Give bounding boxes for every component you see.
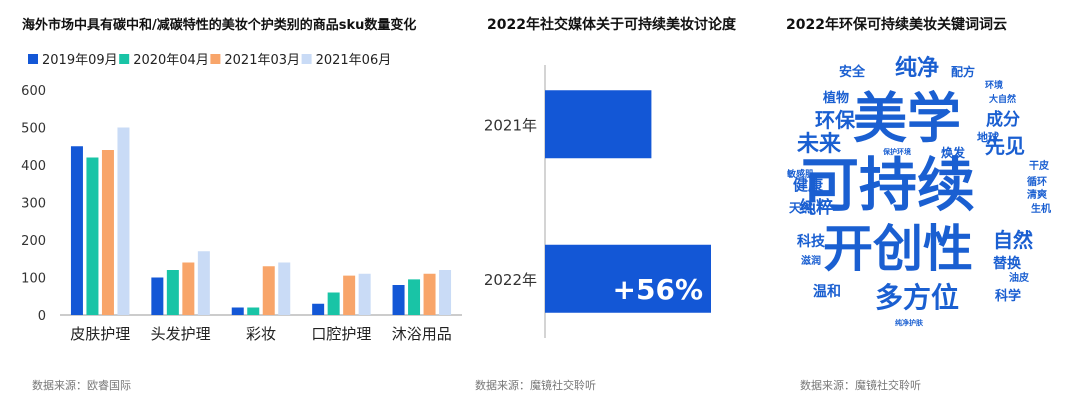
wordcloud-word: 焕发 xyxy=(941,146,966,160)
chart2-title: 2022年社交媒体关于可持续美妆讨论度 xyxy=(487,17,736,33)
wordcloud-word: 保护环境 xyxy=(883,148,911,156)
wordcloud-word: 滋润 xyxy=(801,256,821,267)
wordcloud-word: 生机 xyxy=(1031,204,1051,215)
wordcloud-word: 安全 xyxy=(839,65,866,80)
wordcloud-source: 数据来源：魔镜社交聆听 xyxy=(800,379,921,392)
discussion-horizontal-bar-chart: 2021年 2022年 +56% xyxy=(484,65,711,338)
bar xyxy=(392,285,405,315)
wordcloud-word: 纯粹 xyxy=(799,198,833,218)
bar xyxy=(247,307,260,315)
legend-label: 2021年06月 xyxy=(316,53,392,68)
y-tick-label: 200 xyxy=(21,234,46,249)
wordcloud-word: 科技 xyxy=(797,234,825,250)
y-tick-label: 500 xyxy=(21,122,46,137)
y-tick-label: 600 xyxy=(21,84,46,99)
bar xyxy=(439,270,452,315)
bar xyxy=(343,275,356,315)
y-tick-label: 0 xyxy=(38,309,46,324)
bar xyxy=(182,262,195,315)
wordcloud-word: 纯净护肤 xyxy=(895,319,923,327)
wordcloud-word: 清爽 xyxy=(1027,190,1047,201)
x-tick-label: 口腔护理 xyxy=(311,325,371,343)
wordcloud-word: 未来 xyxy=(797,132,842,157)
bar xyxy=(70,146,83,315)
wordcloud-word: 美学 xyxy=(853,87,961,150)
wordcloud-word: 环保 xyxy=(815,108,855,132)
legend-swatch xyxy=(119,54,130,64)
x-tick-label: 头发护理 xyxy=(151,325,211,343)
wordcloud-word: 敏感肌 xyxy=(787,170,815,180)
sku-grouped-bar-chart: 2019年09月 2020年04月 2021年03月 2021年06月 0 100 200 3… xyxy=(21,53,462,343)
wordcloud-word: 可持续 xyxy=(801,151,976,219)
legend-label: 2020年04月 xyxy=(133,53,209,68)
wordcloud-word: 多方位 xyxy=(875,281,960,314)
wordcloud-word: 替换 xyxy=(993,256,1021,272)
wordcloud-word: 地球 xyxy=(977,131,999,144)
bar xyxy=(423,273,436,315)
wordcloud-word: 开创性 xyxy=(823,220,973,278)
bar xyxy=(545,244,711,313)
x-tick-label: 彩妆 xyxy=(246,325,276,343)
bar xyxy=(278,262,291,315)
bar xyxy=(117,127,130,315)
growth-annotation: +56% xyxy=(613,273,703,306)
legend-label: 2019年09月 xyxy=(42,53,118,68)
wordcloud-word: 循环 xyxy=(1027,177,1047,188)
bar xyxy=(312,303,325,315)
bar xyxy=(101,150,114,315)
bar xyxy=(231,307,244,315)
bar xyxy=(151,277,164,315)
y-tick-label: 300 xyxy=(21,197,46,212)
y-tick-label: 2021年 xyxy=(484,116,537,134)
wordcloud-word: 天然 xyxy=(789,201,814,215)
y-tick-label: 2022年 xyxy=(484,271,537,289)
bar xyxy=(197,251,210,315)
legend-swatch xyxy=(210,54,221,64)
chart1-source: 数据来源：欧睿国际 xyxy=(32,379,131,392)
wordcloud-word: 油皮 xyxy=(1009,273,1029,284)
legend-swatch xyxy=(301,54,312,64)
wordcloud-word: 温和 xyxy=(813,284,841,300)
chart2-source: 数据来源：魔镜社交聆听 xyxy=(475,379,596,392)
wordcloud-word: 成分 xyxy=(986,110,1020,130)
bar xyxy=(327,292,340,315)
x-tick-label: 皮肤护理 xyxy=(70,325,130,343)
wordcloud-word: 科学 xyxy=(995,289,1022,304)
wordcloud-word: 健康 xyxy=(793,176,824,194)
x-tick-label: 沐浴用品 xyxy=(392,325,452,343)
wordcloud-word: 自然 xyxy=(993,228,1033,252)
wordcloud-word: 植物 xyxy=(823,91,850,106)
bar xyxy=(408,279,421,315)
wordcloud-title: 2022年环保可持续美妆关键词词云 xyxy=(786,17,1007,33)
legend-label: 2021年03月 xyxy=(224,53,300,68)
bar xyxy=(166,270,179,315)
bar xyxy=(545,90,652,159)
bar xyxy=(358,273,371,315)
wordcloud-word: 大自然 xyxy=(989,95,1017,105)
bar xyxy=(262,266,275,315)
y-tick-label: 100 xyxy=(21,272,46,287)
wordcloud-word: 配方 xyxy=(951,65,976,79)
wordcloud-word: 环境 xyxy=(985,81,1004,91)
legend-swatch xyxy=(28,54,38,64)
wordcloud-word: 干皮 xyxy=(1029,161,1049,172)
chart1-title: 海外市场中具有碳中和/减碳特性的美妆个护类别的商品sku数量变化 xyxy=(22,18,417,33)
wordcloud-word: 纯净 xyxy=(895,56,940,81)
bar xyxy=(86,157,99,315)
keyword-word-cloud: 美学 可持续 开创性 多方位 纯净未来 环保先见自然 成分纯粹 健康科技温和 替换科学 植物 安全 配… xyxy=(783,52,1073,342)
y-tick-label: 400 xyxy=(21,159,46,174)
wordcloud-word: 先见 xyxy=(985,134,1025,158)
